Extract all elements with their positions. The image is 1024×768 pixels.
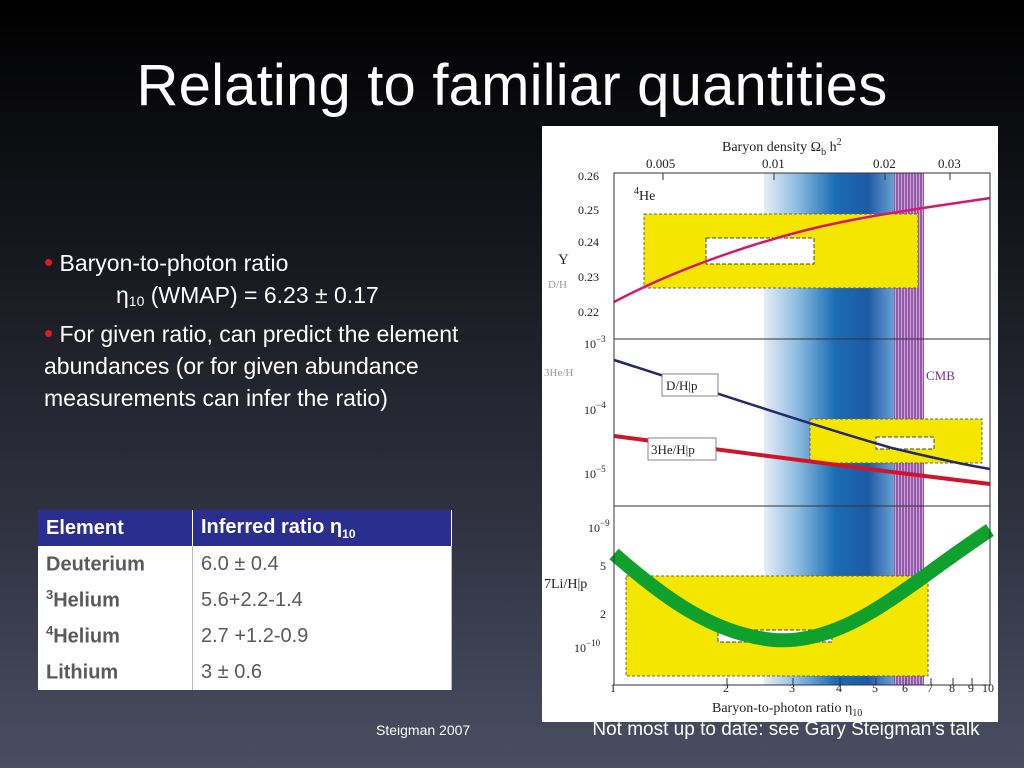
dhe3-tick: 10−5 <box>584 464 606 481</box>
plot-frame <box>613 172 991 686</box>
dh-label-box <box>661 373 719 397</box>
bullet-2: • For given ratio, can predict the eleme… <box>44 317 464 414</box>
cmb-label: CMB <box>926 368 955 383</box>
bullet-1: • Baryon-to-photon ratio <box>44 246 464 279</box>
bottom-tick-label: 8 <box>949 681 955 695</box>
eta-symbol: η <box>116 282 129 308</box>
bottom-tick-label: 5 <box>872 681 878 695</box>
bottom-tick-label: 1 <box>610 681 616 695</box>
bottom-tick-label: 10 <box>982 681 994 695</box>
header-element: Element <box>38 510 193 546</box>
bottom-axis-ticks <box>613 678 991 685</box>
top-axis-label: Baryon density Ωb h2 <box>722 137 842 158</box>
top-axis-ticks <box>662 173 951 180</box>
he4-tick: 0.26 <box>578 169 599 183</box>
credit-text: Steigman 2007 <box>376 722 471 738</box>
abundance-table: Element Inferred ratio η10 Deuterium 6.0… <box>38 510 452 690</box>
dh-label: D/H|p <box>666 378 698 393</box>
bottom-tick-label: 9 <box>968 681 974 695</box>
li7-tick: 10−9 <box>588 518 610 535</box>
element-ratio: 6.0 ± 0.4 <box>192 546 452 582</box>
dhe3-white-box <box>875 436 935 450</box>
top-tick-label: 0.01 <box>762 156 785 171</box>
he4-curve <box>613 196 991 304</box>
element-ratio: 2.7 +1.2-0.9 <box>192 618 452 654</box>
li7-tick: 10−10 <box>574 638 601 655</box>
he4-label: 4He <box>634 186 655 204</box>
table-row: 4Helium 2.7 +1.2-0.9 <box>38 618 452 654</box>
element-name: 3Helium <box>38 582 193 618</box>
li7-tick: 2 <box>600 607 606 621</box>
he4-tick: 0.23 <box>578 270 599 284</box>
top-tick-label: 0.02 <box>873 156 896 171</box>
header-ratio: Inferred ratio η10 <box>192 510 452 546</box>
element-name: 4Helium <box>38 618 193 654</box>
bottom-tick-label: 2 <box>723 681 729 695</box>
bullet-dot: • <box>44 318 54 348</box>
element-ratio: 3 ± 0.6 <box>192 654 452 690</box>
top-tick-label: 0.03 <box>938 156 961 171</box>
element-name: Lithium <box>38 654 193 690</box>
bullet-dot: • <box>44 247 54 277</box>
element-ratio: 5.6+2.2-1.4 <box>192 582 452 618</box>
table-row: Lithium 3 ± 0.6 <box>38 654 452 690</box>
table-header-row: Element Inferred ratio η10 <box>38 510 452 546</box>
dhe3-tick: 10−4 <box>584 400 606 417</box>
eta-value-line: η10 (WMAP) = 6.23 ± 0.17 <box>44 279 464 317</box>
he4-tick: 0.25 <box>578 203 599 217</box>
bottom-tick-label: 3 <box>789 681 795 695</box>
bottom-tick-label: 4 <box>836 681 842 695</box>
header-ratio-sub: 10 <box>342 526 356 541</box>
bbn-figure: Baryon density Ωb h2 0.005 0.01 0.02 0.0… <box>542 126 998 722</box>
eta-value: (WMAP) = 6.23 ± 0.17 <box>144 282 379 308</box>
bullet-1-text: Baryon-to-photon ratio <box>59 250 289 276</box>
he3-label-box <box>647 437 717 461</box>
he4-tick: 0.24 <box>578 235 599 249</box>
eta-subscript: 10 <box>128 293 145 309</box>
bullet-list: • Baryon-to-photon ratio η10 (WMAP) = 6.… <box>44 246 464 414</box>
li7-label: 7Li/H|p <box>544 577 587 592</box>
bottom-tick-label: 7 <box>927 681 933 695</box>
dhe3-tick: 10−3 <box>584 334 606 351</box>
table-row: Deuterium 6.0 ± 0.4 <box>38 546 452 582</box>
element-name: Deuterium <box>38 546 193 582</box>
li7-yellow-box <box>625 575 929 677</box>
y-axis-label: Y <box>558 252 569 268</box>
he4-tick: 0.22 <box>578 305 599 319</box>
bottom-axis-label: Baryon-to-photon ratio η10 <box>712 701 862 719</box>
bullet-2-text: For given ratio, can predict the element… <box>44 321 459 411</box>
dhe3-side-frac: 3He/H <box>544 367 573 379</box>
he4-side-frac: D/H <box>548 279 567 291</box>
top-tick-label: 0.005 <box>646 156 675 171</box>
li7-tick: 5 <box>600 559 606 573</box>
li7-band <box>609 524 994 648</box>
footnote: Not most up to date: see Gary Steigman’s… <box>592 719 980 740</box>
he3-label: 3He/H|p <box>651 442 695 457</box>
bottom-tick-label: 6 <box>902 681 908 695</box>
slide-title: Relating to familiar quantities <box>136 53 888 118</box>
table-row: 3Helium 5.6+2.2-1.4 <box>38 582 452 618</box>
